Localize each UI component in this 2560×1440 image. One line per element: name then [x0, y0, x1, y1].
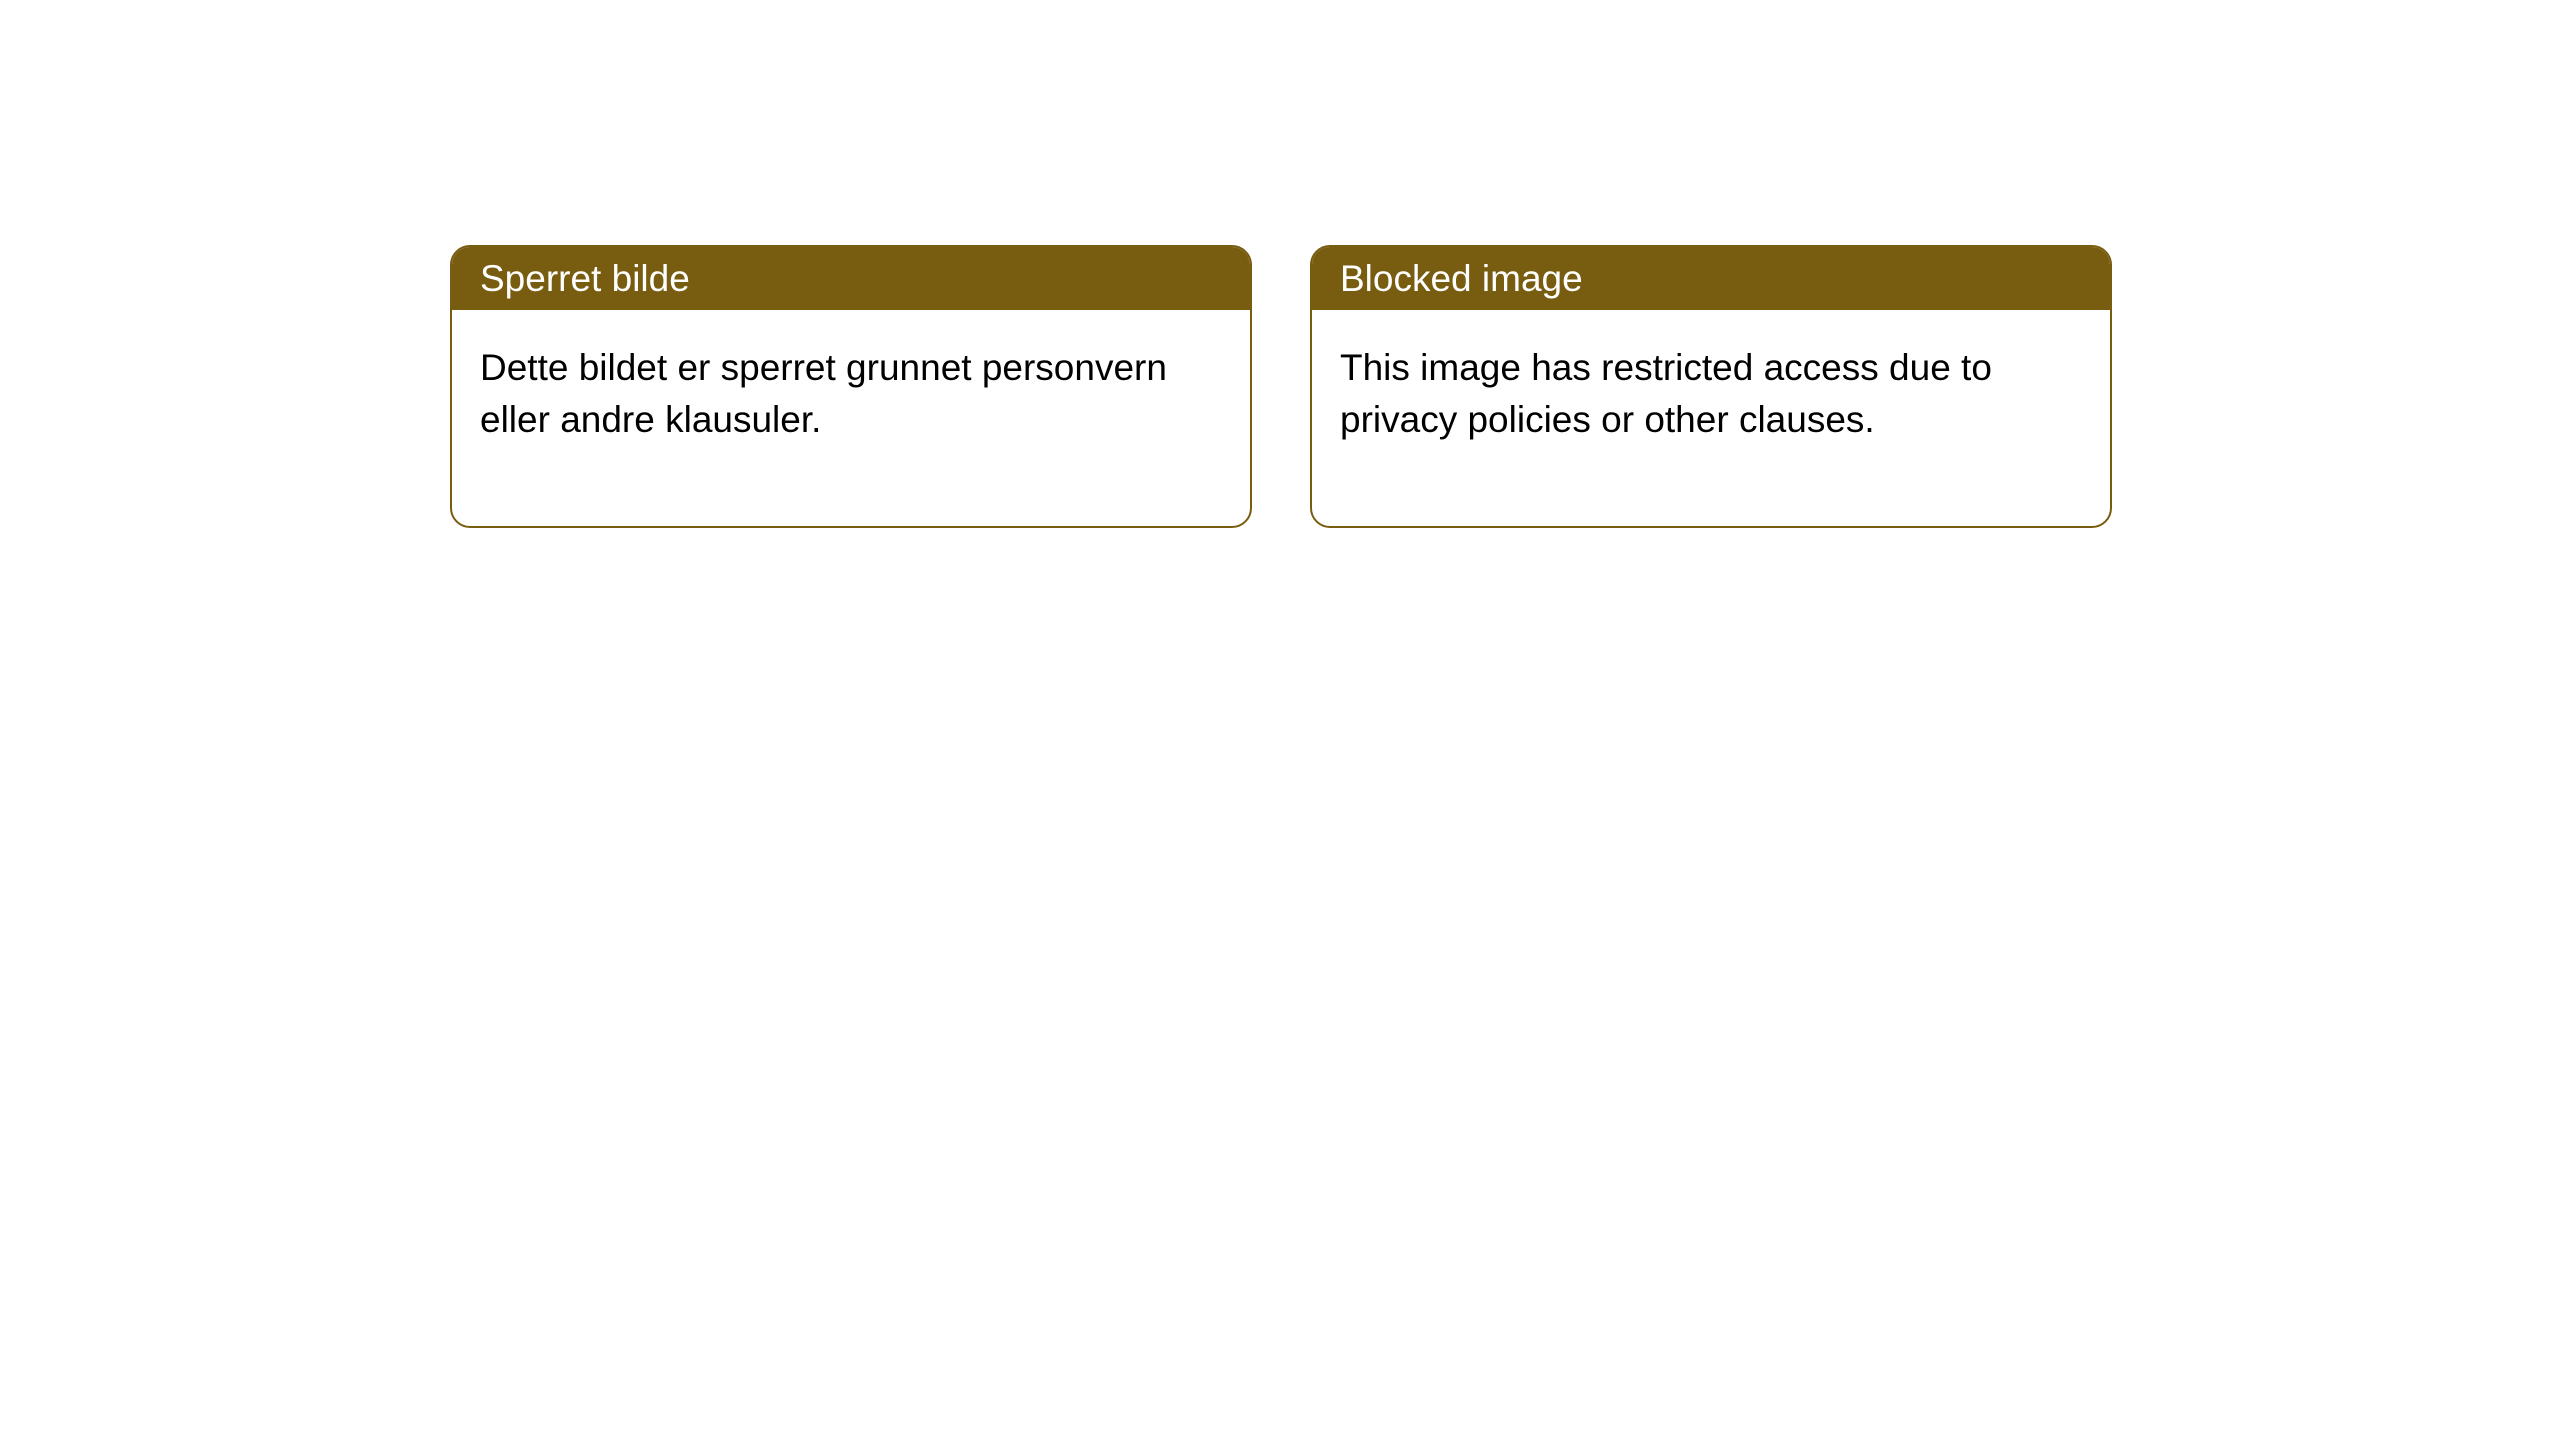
- notice-cards-container: Sperret bilde Dette bildet er sperret gr…: [0, 0, 2560, 528]
- card-body: This image has restricted access due to …: [1312, 310, 2110, 526]
- card-header: Blocked image: [1312, 247, 2110, 310]
- card-body-text: Dette bildet er sperret grunnet personve…: [480, 347, 1167, 440]
- blocked-image-card-norwegian: Sperret bilde Dette bildet er sperret gr…: [450, 245, 1252, 528]
- blocked-image-card-english: Blocked image This image has restricted …: [1310, 245, 2112, 528]
- card-title: Sperret bilde: [480, 258, 690, 299]
- card-title: Blocked image: [1340, 258, 1583, 299]
- card-body: Dette bildet er sperret grunnet personve…: [452, 310, 1250, 526]
- card-body-text: This image has restricted access due to …: [1340, 347, 1992, 440]
- card-header: Sperret bilde: [452, 247, 1250, 310]
